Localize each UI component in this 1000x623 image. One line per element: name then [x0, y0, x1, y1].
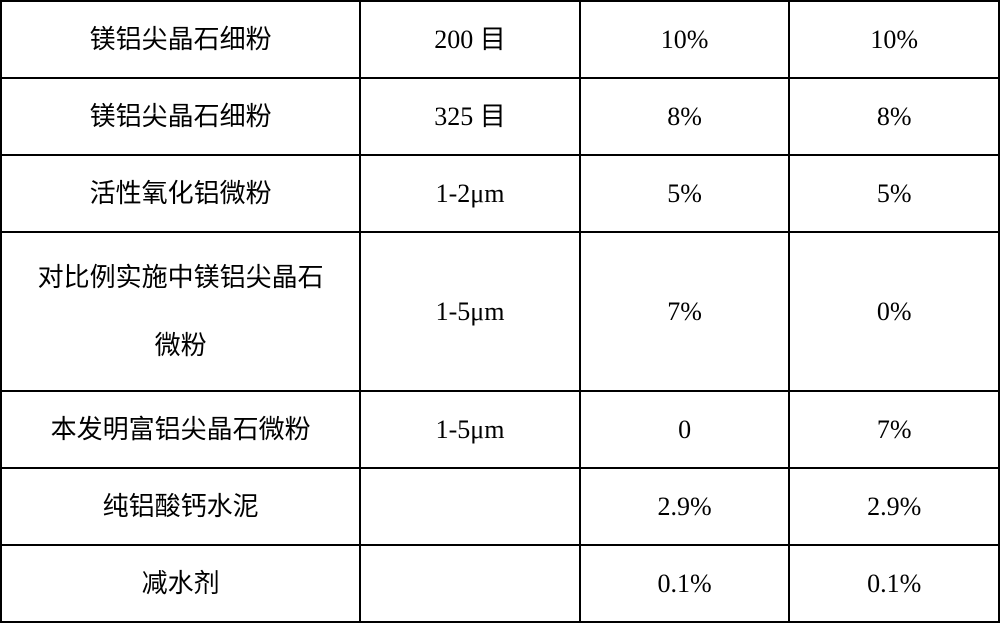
cell-value-b: 7%	[789, 391, 999, 468]
materials-table-container: 镁铝尖晶石细粉200 目10%10%镁铝尖晶石细粉325 目8%8%活性氧化铝微…	[0, 0, 1000, 623]
cell-value-a: 7%	[580, 232, 790, 391]
table-row: 镁铝尖晶石细粉325 目8%8%	[1, 78, 999, 155]
cell-value-b: 0%	[789, 232, 999, 391]
cell-value-a: 8%	[580, 78, 790, 155]
cell-material-name: 活性氧化铝微粉	[1, 155, 360, 232]
table-row: 纯铝酸钙水泥 2.9%2.9%	[1, 468, 999, 545]
cell-value-b: 2.9%	[789, 468, 999, 545]
cell-value-a: 2.9%	[580, 468, 790, 545]
cell-value-a: 10%	[580, 1, 790, 78]
cell-spec: 1-5μm	[360, 391, 580, 468]
table-row: 本发明富铝尖晶石微粉1-5μm07%	[1, 391, 999, 468]
table-row: 减水剂 0.1%0.1%	[1, 545, 999, 622]
table-row: 活性氧化铝微粉1-2μm5%5%	[1, 155, 999, 232]
cell-material-name: 对比例实施中镁铝尖晶石微粉	[1, 232, 360, 391]
cell-value-a: 0.1%	[580, 545, 790, 622]
cell-value-b: 5%	[789, 155, 999, 232]
cell-value-b: 0.1%	[789, 545, 999, 622]
cell-material-name: 本发明富铝尖晶石微粉	[1, 391, 360, 468]
cell-spec: 1-2μm	[360, 155, 580, 232]
cell-spec: 1-5μm	[360, 232, 580, 391]
cell-value-b: 10%	[789, 1, 999, 78]
cell-value-b: 8%	[789, 78, 999, 155]
cell-material-name: 纯铝酸钙水泥	[1, 468, 360, 545]
cell-material-name: 镁铝尖晶石细粉	[1, 78, 360, 155]
materials-tbody: 镁铝尖晶石细粉200 目10%10%镁铝尖晶石细粉325 目8%8%活性氧化铝微…	[1, 1, 999, 622]
cell-value-a: 5%	[580, 155, 790, 232]
cell-value-a: 0	[580, 391, 790, 468]
cell-spec: 200 目	[360, 1, 580, 78]
cell-spec	[360, 468, 580, 545]
table-row: 对比例实施中镁铝尖晶石微粉1-5μm7%0%	[1, 232, 999, 391]
materials-table: 镁铝尖晶石细粉200 目10%10%镁铝尖晶石细粉325 目8%8%活性氧化铝微…	[0, 0, 1000, 623]
cell-spec	[360, 545, 580, 622]
cell-spec: 325 目	[360, 78, 580, 155]
cell-material-name: 减水剂	[1, 545, 360, 622]
cell-material-name: 镁铝尖晶石细粉	[1, 1, 360, 78]
table-row: 镁铝尖晶石细粉200 目10%10%	[1, 1, 999, 78]
